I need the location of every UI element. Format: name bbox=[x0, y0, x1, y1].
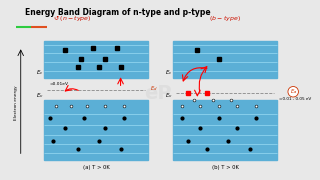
Text: =0.01eV: =0.01eV bbox=[50, 82, 69, 86]
Text: (a) T > 0K: (a) T > 0K bbox=[83, 165, 109, 170]
Text: $E_d$: $E_d$ bbox=[150, 84, 157, 93]
Bar bbox=[173, 100, 277, 160]
Text: $(b-type)$: $(b-type)$ bbox=[209, 14, 241, 23]
Bar bbox=[44, 100, 148, 160]
Text: Energy Band Diagram of n-type and p-type: Energy Band Diagram of n-type and p-type bbox=[25, 8, 210, 17]
Text: $E_v$: $E_v$ bbox=[165, 91, 173, 100]
Text: (b) T > 0K: (b) T > 0K bbox=[212, 165, 238, 170]
Text: =0.01 - 0.05 eV: =0.01 - 0.05 eV bbox=[279, 97, 311, 101]
Text: eP: eP bbox=[144, 84, 171, 103]
Bar bbox=[173, 41, 277, 78]
Text: $\circlearrowleft(n-type)$: $\circlearrowleft(n-type)$ bbox=[52, 14, 91, 23]
Text: $E_v$: $E_v$ bbox=[36, 91, 44, 100]
Text: Electron energy: Electron energy bbox=[14, 85, 18, 120]
Text: $E_c$: $E_c$ bbox=[36, 68, 44, 77]
Text: $E_a$: $E_a$ bbox=[290, 87, 297, 96]
Bar bbox=[44, 41, 148, 78]
Text: $E_c$: $E_c$ bbox=[165, 68, 173, 77]
